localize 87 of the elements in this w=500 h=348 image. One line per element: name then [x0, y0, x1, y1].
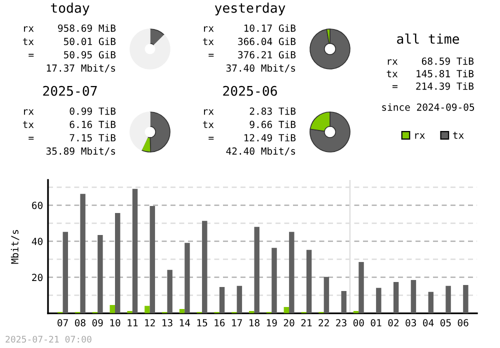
x-tick-label: 09	[92, 319, 103, 326]
bar	[98, 234, 103, 314]
x-tick-label: 08	[74, 319, 86, 326]
text: rx 958.69 MiB	[24, 24, 116, 32]
chart-title: today	[50, 2, 90, 16]
text: = 50.95 GiB	[28, 50, 116, 58]
chart-title: 2025-06	[223, 86, 277, 96]
x-tick-label: 22	[318, 319, 329, 326]
text: rx 2.83 TiB	[204, 107, 296, 115]
text: 35.89 Mbit/s	[46, 147, 116, 156]
text: 17.37 Mbit/s	[46, 64, 116, 73]
x-tick-label: 05	[440, 319, 451, 326]
text: = 12.49 TiB	[208, 134, 296, 142]
text: tx 50.01 GiB	[22, 38, 116, 46]
bar	[150, 206, 156, 314]
x-tick-label: 07	[58, 319, 68, 326]
x-tick-label: 11	[128, 319, 138, 326]
bar	[358, 262, 364, 314]
bar	[289, 232, 294, 314]
bar	[236, 286, 242, 314]
x-tick-label: 02	[388, 319, 398, 326]
x-tick-label: 03	[406, 319, 416, 326]
bar	[446, 286, 451, 314]
x-tick-label: 06	[458, 319, 468, 326]
chart-title: yesterday	[214, 2, 286, 16]
x-tick-label: 16	[214, 319, 225, 326]
donut-slice	[310, 112, 350, 152]
x-tick-label: 23	[336, 319, 346, 326]
donut-slice	[130, 112, 150, 151]
bar	[410, 280, 416, 314]
text: 2025-07-21 07:00	[6, 336, 92, 343]
legend-label: tx	[453, 132, 464, 139]
bar	[110, 305, 116, 314]
bar	[254, 226, 260, 314]
text: 42.40 Mbit/s	[226, 147, 296, 156]
x-tick-label: 00	[353, 319, 364, 326]
chart-title: 2025-07	[43, 86, 97, 96]
x-tick-label: 14	[180, 319, 190, 326]
x-tick-label: 01	[370, 319, 382, 326]
text: = 7.15 TiB	[28, 134, 116, 142]
text: rx 0.99 TiB	[24, 107, 116, 115]
legend-label: rx	[415, 133, 425, 139]
bar	[184, 242, 190, 314]
x-tick-label: 17	[232, 319, 242, 326]
text: tx 145.81 TiB	[386, 70, 474, 78]
x-tick-label: 18	[250, 319, 260, 326]
bar	[202, 220, 208, 314]
text: since 2024-09-05	[382, 103, 474, 111]
x-tick-label: 21	[301, 319, 312, 326]
text: tx 6.16 TiB	[22, 120, 116, 128]
y-tick-label: 60	[32, 202, 43, 210]
x-tick-label: 10	[110, 319, 120, 326]
text: = 214.39 TiB	[392, 82, 474, 90]
bar	[132, 188, 138, 314]
bar	[167, 270, 172, 314]
text: 37.40 Mbit/s	[226, 64, 296, 73]
x-tick-label: 13	[162, 319, 172, 326]
bar	[144, 306, 150, 314]
bar	[324, 276, 330, 314]
text: tx 366.04 GiB	[202, 38, 296, 46]
bar	[393, 282, 399, 314]
bar	[115, 212, 120, 314]
bar	[80, 194, 86, 314]
text: tx 9.66 TiB	[202, 120, 296, 128]
x-tick-label: 12	[145, 319, 155, 326]
x-tick-label: 19	[266, 319, 277, 326]
x-tick-label: 15	[197, 319, 208, 326]
bar	[428, 292, 434, 314]
text: rx 68.59 TiB	[388, 57, 474, 65]
bar	[341, 290, 346, 314]
bar	[272, 248, 277, 314]
bar	[376, 288, 382, 314]
bar	[127, 310, 132, 314]
bar	[463, 285, 468, 314]
bar	[62, 232, 68, 314]
y-tick-label: 20	[32, 274, 43, 282]
bar	[219, 287, 225, 314]
text: = 376.21 GiB	[208, 50, 296, 58]
bar	[306, 250, 312, 314]
bar	[284, 306, 290, 314]
donut-slice	[310, 28, 350, 70]
x-tick-label: 20	[284, 319, 294, 326]
text: rx 10.17 GiB	[204, 24, 296, 32]
y-axis-title: Mbit/s	[10, 230, 20, 264]
x-tick-label: 04	[423, 319, 434, 326]
text: all time	[397, 34, 459, 44]
y-tick-label: 40	[32, 238, 43, 246]
